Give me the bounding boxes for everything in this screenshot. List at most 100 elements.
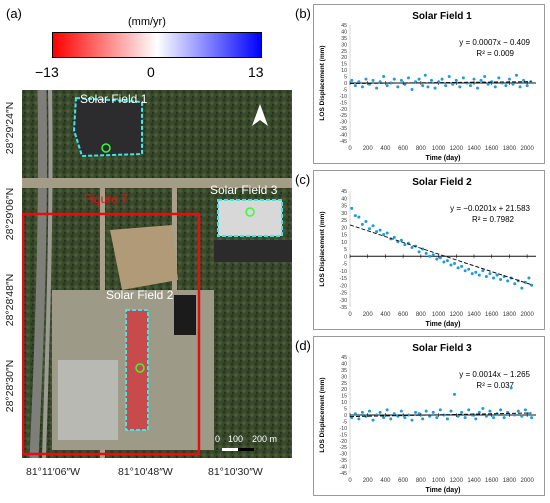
y-tick-label: 15 bbox=[341, 233, 347, 239]
data-point bbox=[488, 272, 492, 276]
chart-title: Solar Field 3 bbox=[412, 343, 472, 354]
data-point bbox=[449, 409, 453, 413]
scalebar-mid: 100 bbox=[228, 434, 244, 444]
data-point bbox=[353, 214, 357, 218]
y-tick-label: 10 bbox=[341, 68, 347, 74]
scalebar-segment-2 bbox=[238, 448, 254, 451]
y-tick-label: 40 bbox=[341, 196, 347, 202]
y-tick-label: 45 bbox=[341, 189, 347, 195]
data-point bbox=[530, 283, 534, 287]
y-tick-label: -40 bbox=[340, 465, 348, 471]
trend-line bbox=[349, 224, 532, 286]
data-point bbox=[460, 410, 464, 414]
data-point bbox=[353, 84, 357, 88]
y-tick-label: -45 bbox=[340, 139, 348, 145]
data-point bbox=[385, 84, 389, 88]
data-point bbox=[440, 77, 444, 81]
data-point bbox=[392, 412, 396, 416]
y-tick-label: -15 bbox=[340, 276, 348, 282]
x-tick-label: 1600 bbox=[485, 312, 499, 318]
x-tick-label: 800 bbox=[416, 478, 427, 484]
data-point bbox=[399, 78, 403, 82]
trend-line bbox=[349, 412, 532, 418]
y-tick-label: 25 bbox=[341, 49, 347, 55]
y-tick-label: 30 bbox=[341, 374, 347, 380]
x-tick-label: 600 bbox=[398, 312, 409, 318]
y-tick-label: 35 bbox=[341, 368, 347, 374]
solar-field-1-outline bbox=[72, 96, 143, 158]
data-point bbox=[522, 78, 526, 82]
solar-field-2-label: Solar Field 2 bbox=[106, 288, 174, 302]
y-tick-label: -30 bbox=[340, 452, 348, 458]
solar-field-2-point bbox=[135, 363, 145, 373]
colorbar-max-label: 13 bbox=[248, 64, 264, 80]
data-point bbox=[476, 86, 480, 90]
data-point bbox=[364, 77, 368, 81]
data-point bbox=[360, 85, 364, 89]
y-axis-label: LOS Displacement (mm) bbox=[319, 45, 326, 120]
data-point bbox=[428, 414, 432, 418]
data-point bbox=[421, 417, 425, 421]
data-point bbox=[423, 73, 427, 77]
data-point bbox=[428, 254, 432, 258]
chart-solar-field-2: Solar Field 2 y = −0.0201x + 21.583 R² = 0… bbox=[313, 170, 545, 330]
figure-7-label: Figure 7 bbox=[84, 192, 129, 206]
trend-equation: y = 0.0014x − 1.265 bbox=[459, 370, 530, 379]
data-point bbox=[472, 77, 476, 81]
data-point bbox=[477, 410, 481, 414]
data-point bbox=[511, 82, 515, 86]
x-tick-label: 200 bbox=[363, 146, 374, 152]
x-tick-label: 1000 bbox=[432, 312, 446, 318]
x-tick-label: 0 bbox=[348, 312, 352, 318]
y-tick-label: -5 bbox=[342, 87, 347, 93]
y-tick-label: 25 bbox=[341, 381, 347, 387]
trend-r2: R² = 0.037 bbox=[476, 381, 514, 390]
solar-field-1-label: Solar Field 1 bbox=[80, 92, 148, 106]
data-point bbox=[435, 416, 439, 420]
x-tick-label: 0 bbox=[348, 146, 352, 152]
y-tick-label: -35 bbox=[340, 305, 348, 311]
data-point bbox=[382, 75, 386, 79]
data-point bbox=[506, 279, 510, 283]
data-point bbox=[429, 78, 433, 82]
x-tick-label: 1200 bbox=[450, 312, 464, 318]
data-point bbox=[444, 84, 448, 88]
data-point bbox=[371, 418, 375, 422]
data-point bbox=[367, 227, 371, 231]
data-point bbox=[371, 78, 375, 82]
data-point bbox=[385, 231, 389, 235]
data-point bbox=[502, 416, 506, 420]
y-tick-label: -20 bbox=[340, 283, 348, 289]
y-tick-label: 15 bbox=[341, 62, 347, 68]
north-arrow-icon bbox=[252, 104, 268, 126]
x-tick-label: 800 bbox=[416, 146, 427, 152]
x-tick-label: 2000 bbox=[520, 312, 534, 318]
x-tick-label: 1800 bbox=[503, 478, 517, 484]
y-tick-label: 0 bbox=[344, 254, 347, 260]
y-tick-label: 20 bbox=[341, 225, 347, 231]
data-point bbox=[509, 386, 513, 390]
solar-field-2-outline bbox=[125, 309, 149, 431]
data-point bbox=[513, 282, 517, 286]
x-tick-label: 1200 bbox=[450, 146, 464, 152]
solar-field-1-point bbox=[101, 143, 111, 153]
y-tick-label: 40 bbox=[341, 29, 347, 35]
chart-title: Solar Field 1 bbox=[412, 11, 472, 22]
y-tick-label: 40 bbox=[341, 361, 347, 367]
lat-tick-3: 28°28′48″N bbox=[4, 273, 16, 327]
colorbar-mid-label: 0 bbox=[147, 64, 155, 80]
y-axis-label: LOS Displacement (mm) bbox=[319, 377, 326, 452]
data-point bbox=[527, 276, 531, 280]
data-point bbox=[520, 286, 524, 290]
colorbar bbox=[52, 32, 262, 58]
data-point bbox=[481, 407, 485, 411]
data-point bbox=[530, 416, 534, 420]
colorbar-unit: (mm/yr) bbox=[128, 16, 166, 28]
data-point bbox=[382, 416, 386, 420]
data-point bbox=[468, 84, 472, 88]
y-tick-label: -30 bbox=[340, 120, 348, 126]
data-point bbox=[424, 409, 428, 413]
data-point bbox=[389, 81, 393, 85]
data-point bbox=[491, 276, 495, 280]
y-tick-label: 35 bbox=[341, 36, 347, 42]
